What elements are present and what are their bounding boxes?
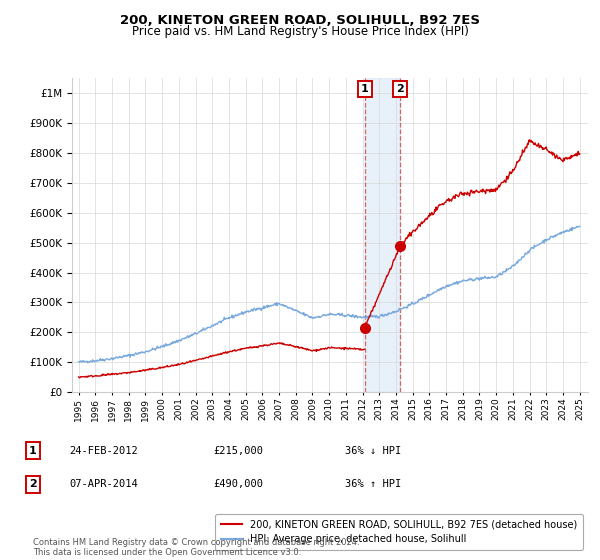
Legend: 200, KINETON GREEN ROAD, SOLIHULL, B92 7ES (detached house), HPI: Average price,: 200, KINETON GREEN ROAD, SOLIHULL, B92 7… (215, 514, 583, 550)
Text: 36% ↓ HPI: 36% ↓ HPI (345, 446, 401, 456)
Text: Contains HM Land Registry data © Crown copyright and database right 2024.
This d: Contains HM Land Registry data © Crown c… (33, 538, 359, 557)
Text: £215,000: £215,000 (213, 446, 263, 456)
Text: 2: 2 (29, 479, 37, 489)
Text: 2: 2 (397, 85, 404, 95)
Text: 200, KINETON GREEN ROAD, SOLIHULL, B92 7ES: 200, KINETON GREEN ROAD, SOLIHULL, B92 7… (120, 14, 480, 27)
Text: £490,000: £490,000 (213, 479, 263, 489)
Text: Price paid vs. HM Land Registry's House Price Index (HPI): Price paid vs. HM Land Registry's House … (131, 25, 469, 38)
Text: 07-APR-2014: 07-APR-2014 (69, 479, 138, 489)
Text: 36% ↑ HPI: 36% ↑ HPI (345, 479, 401, 489)
Text: 1: 1 (361, 85, 368, 95)
Text: 24-FEB-2012: 24-FEB-2012 (69, 446, 138, 456)
Text: 1: 1 (29, 446, 37, 456)
Bar (365, 78, 400, 392)
